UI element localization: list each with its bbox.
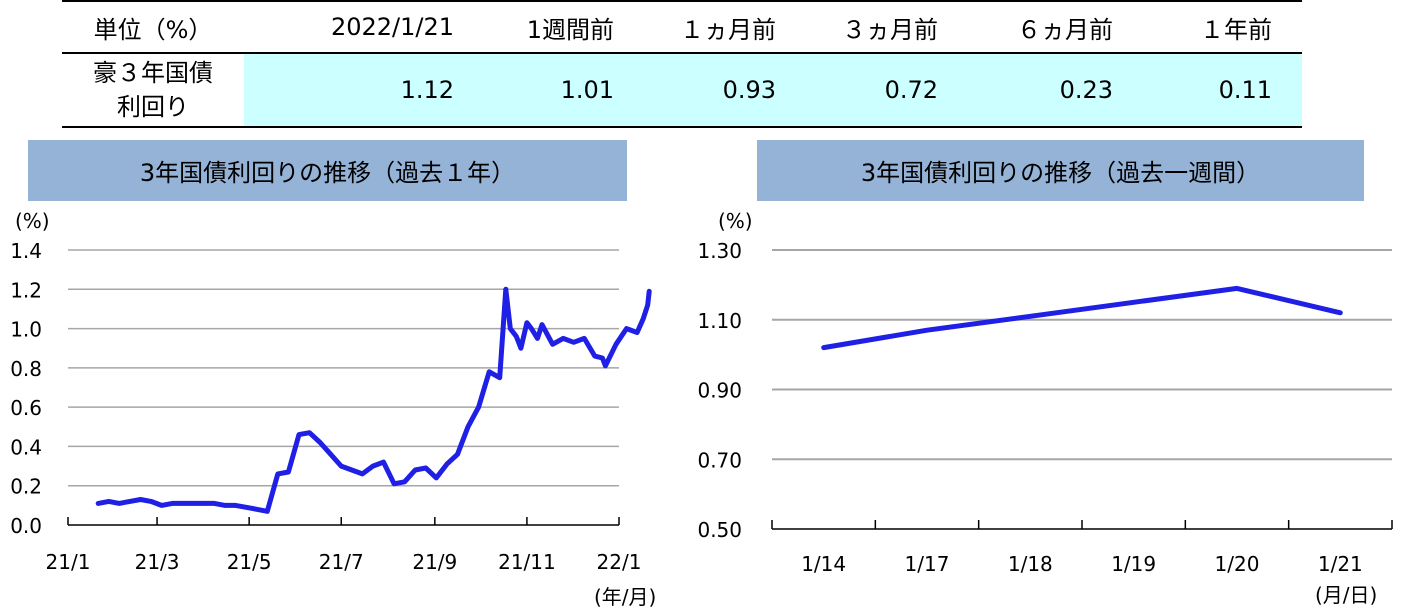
header-unit: 単位（%） [62, 0, 244, 54]
y-tick-label: 1.2 [10, 278, 42, 302]
y-tick-label: 0.0 [10, 514, 42, 538]
x-tick-label: 21/1 [46, 550, 91, 574]
x-tick-label: 1/20 [1215, 552, 1260, 576]
header-6month: ６ヵ月前 [968, 0, 1143, 54]
x-tick-label: 1/17 [905, 552, 950, 576]
chart2-title: 3年国債利回りの推移（過去一週間） [757, 140, 1364, 201]
x-tick-label: 21/9 [412, 550, 457, 574]
row-label-line2: 利回り [117, 93, 189, 121]
y-tick-label: 0.8 [10, 357, 42, 381]
x-tick-label: 1/21 [1318, 552, 1363, 576]
row-label: 豪３年国債利回り [62, 53, 244, 128]
value-3month: 0.72 [806, 53, 968, 128]
header-1year: １年前 [1143, 0, 1302, 54]
value-current: 1.12 [244, 53, 484, 128]
y-tick-label: 0.70 [697, 448, 742, 472]
header-date: 2022/1/21 [244, 0, 484, 54]
y-tick-label: 1.4 [10, 239, 42, 263]
x-tick-label: 21/11 [498, 550, 556, 574]
table-row: 豪３年国債利回り 1.12 1.01 0.93 0.72 0.23 0.11 [62, 53, 1302, 128]
header-3month: ３ヵ月前 [806, 0, 968, 54]
x-tick-label: 21/3 [135, 550, 180, 574]
series-line [95, 286, 652, 514]
y-tick-label: 0.4 [10, 435, 42, 459]
y-unit-label: (%) [718, 209, 753, 233]
x-tick-label: 21/5 [227, 550, 272, 574]
header-1week: 1週間前 [484, 0, 644, 54]
value-1year: 0.11 [1143, 53, 1302, 128]
y-tick-label: 1.0 [10, 318, 42, 342]
x-unit-label: (月/日) [1315, 583, 1377, 607]
x-tick-label: 21/7 [319, 550, 364, 574]
x-unit-label: (年/月) [594, 585, 656, 609]
table-header-row: 単位（%） 2022/1/21 1週間前 １ヵ月前 ３ヵ月前 ６ヵ月前 １年前 [62, 0, 1302, 54]
y-unit-label: (%) [15, 209, 50, 233]
y-tick-label: 0.2 [10, 475, 42, 499]
y-tick-label: 0.6 [10, 396, 42, 420]
value-6month: 0.23 [968, 53, 1143, 128]
row-label-line1: 豪３年国債 [93, 59, 213, 87]
y-tick-label: 0.90 [697, 379, 742, 403]
chart1-title: 3年国債利回りの推移（過去１年） [28, 140, 627, 201]
x-tick-label: 1/19 [1111, 552, 1156, 576]
x-tick-label: 1/18 [1008, 552, 1053, 576]
y-tick-label: 1.30 [697, 239, 742, 263]
value-1week: 1.01 [484, 53, 644, 128]
series-line [821, 285, 1343, 351]
value-1month: 0.93 [644, 53, 806, 128]
x-tick-label: 1/14 [801, 552, 846, 576]
x-tick-label: 22/1 [597, 550, 642, 574]
y-tick-label: 1.10 [697, 309, 742, 333]
y-tick-label: 0.50 [697, 518, 742, 542]
yield-summary-table: 単位（%） 2022/1/21 1週間前 １ヵ月前 ３ヵ月前 ６ヵ月前 １年前 … [62, 0, 1302, 128]
header-1month: １ヵ月前 [644, 0, 806, 54]
